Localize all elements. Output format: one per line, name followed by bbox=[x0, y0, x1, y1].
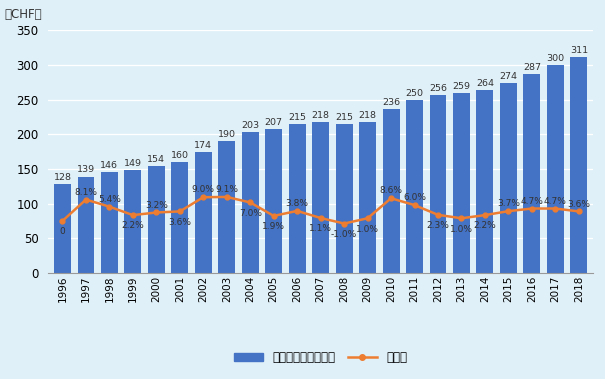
Bar bbox=[382, 109, 399, 273]
Bar bbox=[77, 177, 94, 273]
Bar bbox=[477, 90, 494, 273]
Text: 256: 256 bbox=[429, 85, 447, 93]
Bar bbox=[312, 122, 329, 273]
Bar bbox=[547, 65, 564, 273]
Bar bbox=[359, 122, 376, 273]
Text: 274: 274 bbox=[499, 72, 517, 81]
Text: -1.0%: -1.0% bbox=[331, 230, 357, 239]
Text: 128: 128 bbox=[53, 173, 71, 182]
Bar bbox=[289, 124, 306, 273]
Text: 311: 311 bbox=[570, 46, 588, 55]
Text: 7.0%: 7.0% bbox=[239, 209, 262, 218]
Text: 3.6%: 3.6% bbox=[567, 200, 590, 209]
Text: 1.0%: 1.0% bbox=[356, 224, 379, 233]
Text: 149: 149 bbox=[124, 158, 142, 168]
Text: 264: 264 bbox=[476, 79, 494, 88]
Text: 1.1%: 1.1% bbox=[309, 224, 332, 233]
Text: 2.2%: 2.2% bbox=[474, 221, 496, 230]
Bar bbox=[523, 74, 540, 273]
Bar bbox=[218, 141, 235, 273]
Text: 0: 0 bbox=[60, 227, 65, 236]
Text: 2.2%: 2.2% bbox=[122, 221, 144, 230]
Text: 218: 218 bbox=[312, 111, 330, 120]
Bar bbox=[571, 57, 587, 273]
Text: （CHF）: （CHF） bbox=[5, 8, 42, 20]
Text: 4.7%: 4.7% bbox=[520, 197, 543, 206]
Text: 3.7%: 3.7% bbox=[497, 199, 520, 208]
Bar bbox=[453, 93, 470, 273]
Text: 287: 287 bbox=[523, 63, 541, 72]
Text: 236: 236 bbox=[382, 98, 400, 107]
Text: 9.0%: 9.0% bbox=[192, 185, 215, 194]
Text: 174: 174 bbox=[194, 141, 212, 150]
Bar bbox=[242, 132, 259, 273]
Bar bbox=[336, 124, 353, 273]
Bar bbox=[148, 166, 165, 273]
Text: 250: 250 bbox=[405, 89, 424, 97]
Bar bbox=[171, 162, 188, 273]
Text: 215: 215 bbox=[288, 113, 306, 122]
Bar bbox=[54, 184, 71, 273]
Text: 4.7%: 4.7% bbox=[544, 197, 567, 206]
Bar bbox=[195, 152, 212, 273]
Text: 300: 300 bbox=[546, 54, 564, 63]
Text: 1.9%: 1.9% bbox=[262, 222, 285, 231]
Text: 2.3%: 2.3% bbox=[427, 221, 450, 230]
Text: 3.8%: 3.8% bbox=[286, 199, 309, 208]
Text: 3.2%: 3.2% bbox=[145, 201, 168, 210]
Text: 160: 160 bbox=[171, 151, 189, 160]
Bar bbox=[265, 129, 282, 273]
Text: 9.1%: 9.1% bbox=[215, 185, 238, 194]
Text: 8.1%: 8.1% bbox=[74, 188, 97, 197]
Text: 1.0%: 1.0% bbox=[450, 224, 473, 233]
Text: 207: 207 bbox=[265, 118, 283, 127]
Legend: 平均月額健康保険料, 増加率: 平均月額健康保険料, 増加率 bbox=[229, 346, 412, 369]
Bar bbox=[101, 172, 118, 273]
Text: 8.6%: 8.6% bbox=[379, 186, 402, 196]
Text: 190: 190 bbox=[218, 130, 236, 139]
Text: 6.0%: 6.0% bbox=[403, 193, 426, 202]
Text: 259: 259 bbox=[453, 82, 471, 91]
Bar bbox=[406, 100, 423, 273]
Text: 146: 146 bbox=[100, 161, 119, 170]
Text: 5.4%: 5.4% bbox=[98, 195, 121, 204]
Bar bbox=[500, 83, 517, 273]
Text: 154: 154 bbox=[148, 155, 165, 164]
Bar bbox=[125, 170, 142, 273]
Text: 203: 203 bbox=[241, 121, 260, 130]
Text: 139: 139 bbox=[77, 166, 95, 174]
Text: 218: 218 bbox=[359, 111, 376, 120]
Text: 3.6%: 3.6% bbox=[168, 218, 191, 227]
Text: 215: 215 bbox=[335, 113, 353, 122]
Bar bbox=[430, 96, 446, 273]
